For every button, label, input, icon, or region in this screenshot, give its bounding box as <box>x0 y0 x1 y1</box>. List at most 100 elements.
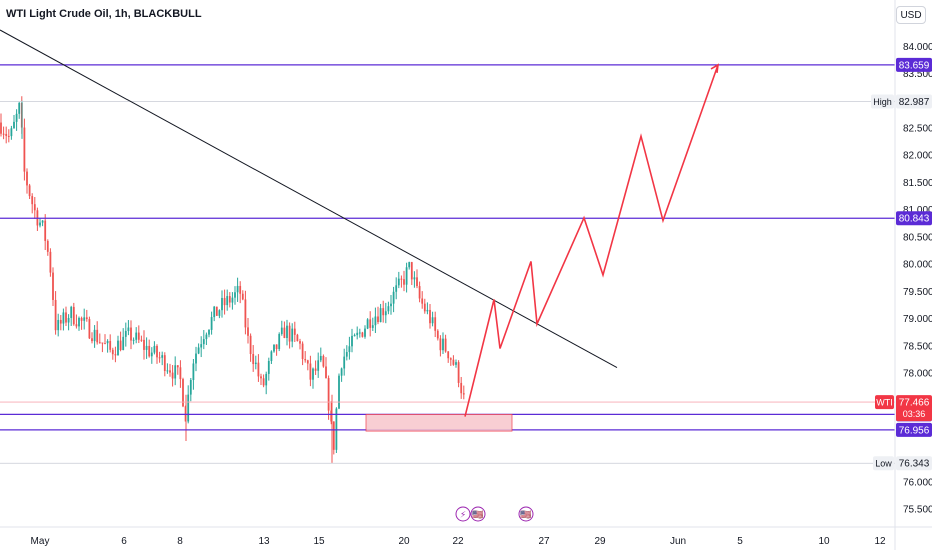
current-price-bg <box>896 395 932 422</box>
candle-body <box>106 340 109 344</box>
price-tick-label: 80.500 <box>903 232 932 243</box>
level-label: 76.956 <box>899 425 930 436</box>
candle-body <box>249 335 252 355</box>
candle-body <box>210 317 213 330</box>
candle-body <box>49 251 52 273</box>
time-tick-label: 5 <box>737 536 743 547</box>
candle-body <box>296 334 299 342</box>
candle-body <box>15 113 18 122</box>
candle-body <box>187 394 190 422</box>
low-tag: Low <box>875 459 892 469</box>
candle-body <box>114 354 117 356</box>
candle-body <box>257 362 260 377</box>
candle-body <box>317 360 320 371</box>
candle-body <box>231 297 234 303</box>
candle-body <box>444 338 447 352</box>
lightning-icon[interactable] <box>455 506 471 522</box>
candle-body <box>59 319 62 324</box>
candle-body <box>228 296 231 303</box>
candle-body <box>405 267 408 285</box>
candle-body <box>119 340 122 350</box>
candle-body <box>345 352 348 357</box>
us-flag-icon-glyph: 🇺🇸 <box>520 510 531 521</box>
time-tick-label: 20 <box>398 536 410 547</box>
chart-title: WTI Light Crude Oil, 1h, BLACKBULL <box>6 8 202 20</box>
candle-body <box>351 335 353 347</box>
candle-body <box>366 319 369 329</box>
candle-body <box>265 373 268 386</box>
candle-body <box>13 121 15 129</box>
candle-body <box>322 355 325 367</box>
candle-body <box>369 319 372 328</box>
candle-body <box>39 222 41 226</box>
price-tick-label: 81.500 <box>903 178 932 189</box>
candle-body <box>327 378 330 411</box>
candle-body <box>213 306 216 318</box>
candle-body <box>462 393 465 395</box>
candle-body <box>158 357 161 359</box>
candle-body <box>452 359 455 365</box>
time-tick-label: 27 <box>538 536 550 547</box>
high-tag-bg <box>871 94 894 109</box>
candle-body <box>390 303 392 307</box>
candle-body <box>127 327 130 332</box>
candle-body <box>156 345 158 358</box>
candle-body <box>234 292 236 298</box>
candle-body <box>382 308 385 316</box>
candle-body <box>96 329 99 343</box>
candle-body <box>332 421 335 450</box>
demand-zone <box>365 413 513 432</box>
candle-body <box>169 370 171 373</box>
candle-body <box>143 339 145 350</box>
price-tick-label: 83.500 <box>903 69 932 80</box>
candle-body <box>176 365 179 368</box>
us-flag-icon[interactable] <box>518 506 534 522</box>
candle-body <box>338 375 340 409</box>
horizontal-levels <box>0 64 895 464</box>
trendline-layer <box>0 29 618 368</box>
candle-body <box>436 330 439 339</box>
candle-body <box>379 308 382 323</box>
candle-body <box>218 310 221 316</box>
low-value-label-bg <box>896 456 932 471</box>
candle-body <box>395 285 398 292</box>
candle-body <box>384 311 387 316</box>
candle-body <box>83 317 86 321</box>
candle-body <box>65 312 67 323</box>
candle-body <box>7 135 10 137</box>
candle-body <box>109 340 112 350</box>
candle-body <box>304 359 307 361</box>
price-tick-label: 75.500 <box>903 505 932 516</box>
currency-button[interactable]: USD <box>896 6 926 24</box>
candle-body <box>174 365 177 379</box>
candle-body <box>223 297 226 306</box>
projection-arrowhead <box>710 63 719 73</box>
candle-body <box>54 299 57 331</box>
candle-body <box>270 351 273 361</box>
candle-body <box>309 363 312 380</box>
candle-body <box>31 196 34 205</box>
candle-body <box>358 332 361 334</box>
candle-body <box>135 332 138 340</box>
candle-body <box>455 362 457 365</box>
candle-body <box>18 102 21 114</box>
candle-body <box>241 293 244 300</box>
candle-body <box>312 368 314 380</box>
candle-body <box>197 347 200 354</box>
us-flag-icon[interactable] <box>470 506 486 522</box>
candle-body <box>291 328 294 342</box>
candle-body <box>41 220 44 223</box>
candle-body <box>117 340 119 356</box>
time-tick-label: 13 <box>258 536 270 547</box>
candle-body <box>275 344 278 349</box>
candle-series <box>0 96 465 463</box>
price-tick-label: 78.000 <box>903 369 932 380</box>
price-tick-label: 82.000 <box>903 151 932 162</box>
candle-body <box>0 122 2 134</box>
candle-body <box>400 278 403 280</box>
time-axis: May 6 8 13 15 20 22 27 29 Jun 5 10 12 <box>0 526 932 547</box>
candle-body <box>319 355 322 361</box>
candle-body <box>377 316 379 323</box>
candle-body <box>171 372 174 379</box>
